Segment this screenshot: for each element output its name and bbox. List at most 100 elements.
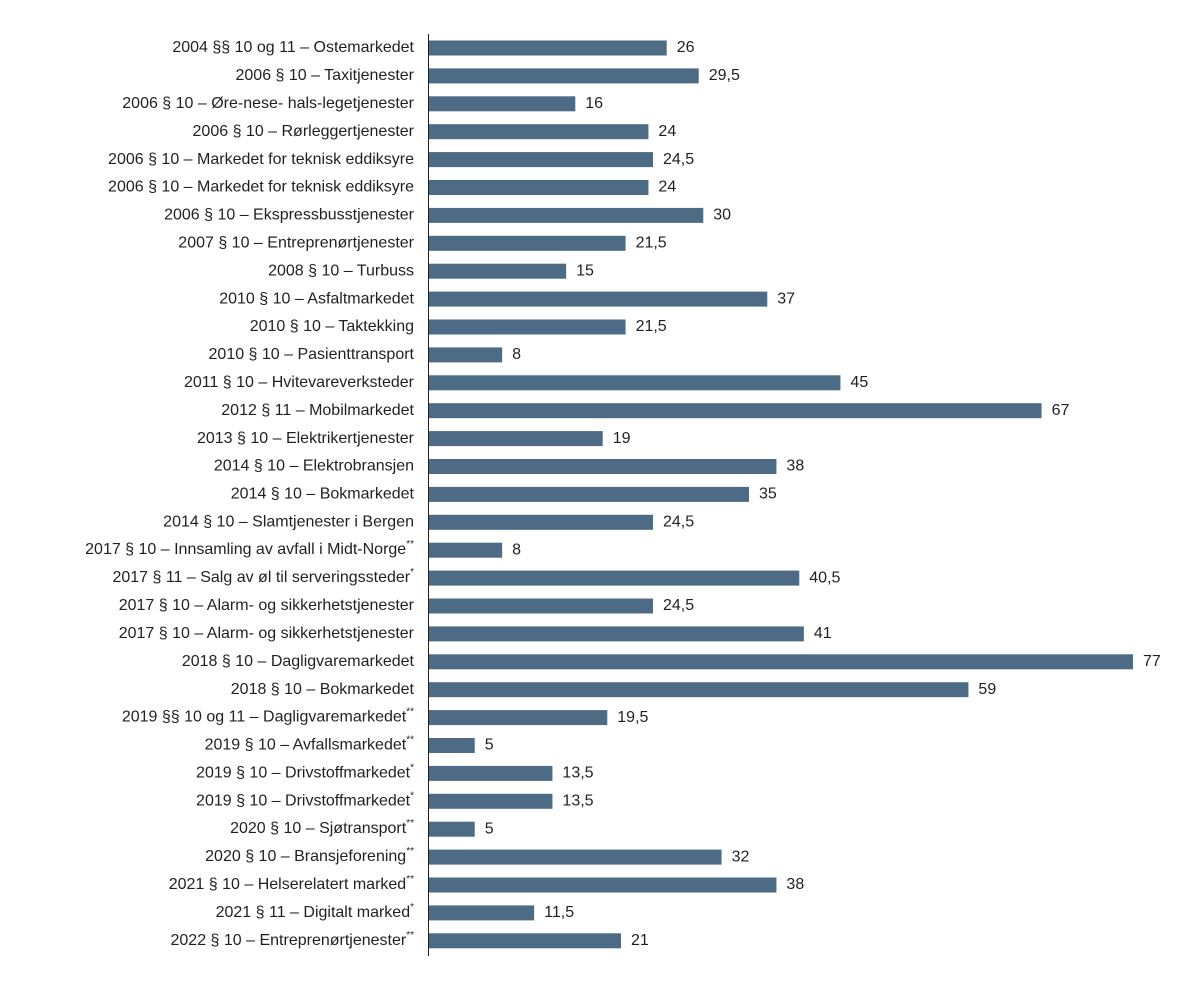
category-label: 2017 § 10 – Innsamling av avfall i Midt-… [85,539,414,559]
category-label: 2010 § 10 – Taktekking [250,318,414,335]
category-label: 2004 §§ 10 og 11 – Ostemarkedet [172,39,414,56]
value-label: 24,5 [663,151,694,168]
value-label: 24,5 [663,514,694,531]
bar [429,180,649,195]
category-label: 2006 § 10 – Ekspressbusstjenester [164,207,415,224]
value-label: 15 [576,262,594,279]
category-label: 2014 § 10 – Bokmarkedet [231,486,415,503]
bar [429,235,626,251]
category-label: 2019 § 10 – Drivstoffmarkedet* [196,790,414,810]
bar [429,96,576,112]
value-label: 38 [786,876,804,893]
value-label: 35 [759,486,777,503]
category-label: 2021 § 11 – Digitalt marked* [216,902,414,922]
value-label: 21 [631,932,649,949]
category-label: 2012 § 11 – Mobilmarkedet [221,402,414,419]
category-label: 2021 § 10 – Helserelatert marked** [169,874,414,894]
value-label: 32 [732,848,750,865]
value-label: 11,5 [544,904,574,921]
value-label: 19,5 [617,709,648,726]
value-label: 19 [613,430,631,447]
value-label: 16 [585,95,603,112]
value-label: 45 [850,374,868,391]
category-label: 2020 § 10 – Bransjeforening** [205,846,414,866]
bar [429,793,553,809]
category-label: 2006 § 10 – Øre-nese- hals-legetjenester [122,95,414,112]
category-label: 2010 § 10 – Asfaltmarkedet [219,290,414,307]
category-label: 2010 § 10 – Pasienttransport [209,346,415,363]
category-label: 2014 § 10 – Elektrobransjen [214,458,414,475]
bar [429,905,535,921]
category-label: 2019 §§ 10 og 11 – Dagligvaremarkedet** [122,706,414,726]
value-label: 41 [814,625,832,642]
category-label: 2019 § 10 – Avfallsmarkedet** [205,734,415,754]
value-label: 30 [713,207,731,224]
bar [429,319,626,335]
category-label: 2017 § 10 – Alarm- og sikkerhetstjeneste… [119,625,415,642]
category-label: 2014 § 10 – Slamtjenester i Bergen [163,514,414,531]
category-label: 2006 § 10 – Markedet for teknisk eddiksy… [108,179,414,196]
category-label: 2006 § 10 – Markedet for teknisk eddiksy… [108,151,414,168]
bar [429,682,969,698]
bar [429,486,749,502]
value-label: 24 [658,123,676,140]
bar [429,40,667,56]
bar [429,263,567,279]
bar [429,598,653,614]
bar [429,68,699,84]
value-label: 21,5 [636,235,667,252]
category-label: 2022 § 10 – Entreprenørtjenester** [171,929,415,949]
bar [429,291,768,307]
category-label: 2020 § 10 – Sjøtransport** [230,818,414,838]
bar [429,347,503,363]
bar [429,821,475,837]
bar [429,710,608,726]
value-label: 26 [677,39,695,56]
category-label: 2018 § 10 – Bokmarkedet [231,681,415,698]
bar [429,403,1042,419]
value-label: 21,5 [636,318,667,335]
category-label: 2019 § 10 – Drivstoffmarkedet* [196,762,414,782]
value-label: 77 [1143,653,1161,670]
value-label: 29,5 [709,67,740,84]
bar [429,933,621,949]
value-label: 5 [485,820,494,837]
value-label: 67 [1052,402,1070,419]
bar [429,124,649,140]
bar [429,654,1133,670]
bar [429,570,800,586]
bar [429,542,503,558]
value-label: 13,5 [562,765,593,782]
bar [429,626,804,642]
bar [429,375,841,391]
category-label: 2011 § 10 – Hvitevareverksteder [184,374,415,391]
category-label: 2006 § 10 – Rørleggertjenester [193,123,415,140]
bar [429,877,777,893]
category-label: 2007 § 10 – Entreprenørtjenester [178,235,414,252]
category-label: 2017 § 11 – Salg av øl til serveringsste… [112,567,414,587]
bar [429,849,722,865]
category-label: 2006 § 10 – Taxitjenester [236,67,415,84]
category-label: 2017 § 10 – Alarm- og sikkerhetstjeneste… [119,597,415,614]
value-label: 13,5 [562,793,593,810]
value-label: 8 [512,346,521,363]
value-label: 24 [658,179,676,196]
bar [429,514,653,530]
category-label: 2018 § 10 – Dagligvaremarkedet [182,653,415,670]
bar [429,207,704,223]
category-label: 2013 § 10 – Elektrikertjenester [197,430,415,447]
value-label: 8 [512,541,521,558]
bar [429,765,553,781]
bar [429,431,603,447]
value-label: 38 [786,458,804,475]
value-label: 59 [978,681,996,698]
bar [429,738,475,753]
bar [429,459,777,474]
value-label: 5 [485,737,494,754]
value-label: 40,5 [809,569,840,586]
category-label: 2008 § 10 – Turbuss [268,262,414,279]
bar [429,152,653,168]
value-label: 24,5 [663,597,694,614]
value-label: 37 [777,290,795,307]
